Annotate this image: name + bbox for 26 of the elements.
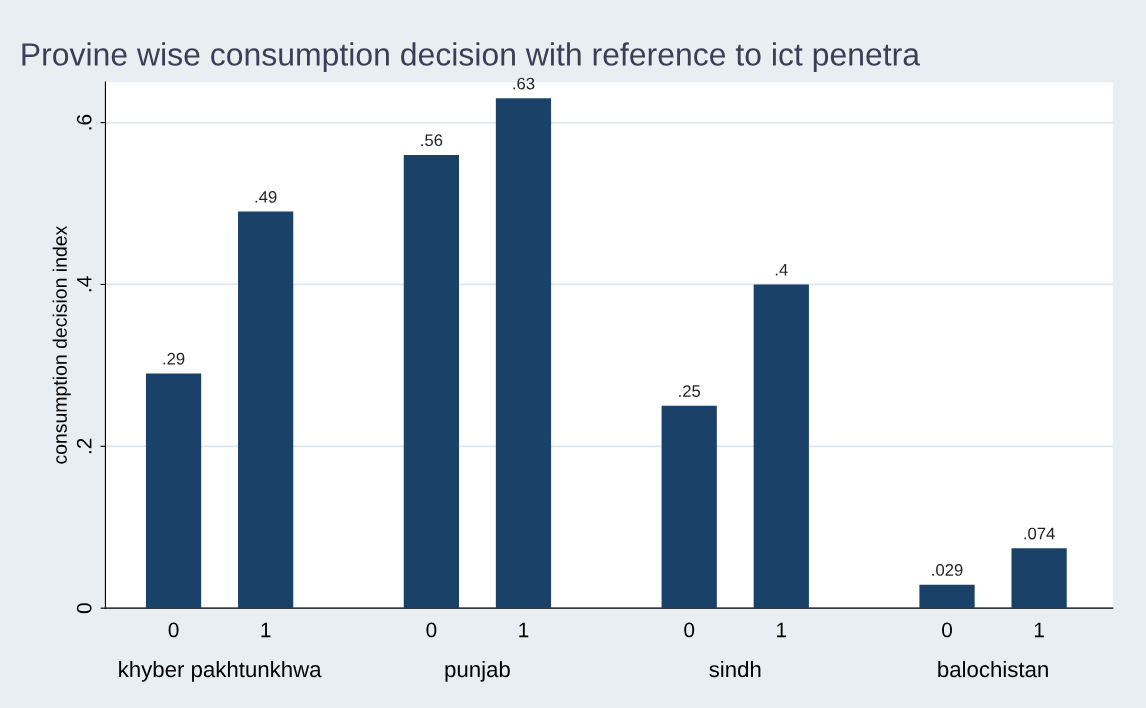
data-label: .25 — [679, 385, 701, 397]
text: balochistan — [938, 660, 1048, 678]
x-tick-label: 0 — [426, 622, 437, 638]
x-tick-label: 0 — [684, 622, 695, 638]
x-tick-label: 0 — [942, 622, 952, 638]
y-tick-label: .4 — [77, 276, 92, 292]
y-axis-title: consumption decision index — [52, 225, 71, 464]
x-tick-label: 0 — [168, 622, 179, 638]
x-tick-label: 1 — [1034, 622, 1044, 638]
data-label: .074 — [1024, 527, 1055, 540]
chart-title: Provine wise consumption decision with reference to ict penetra — [22, 42, 921, 73]
x-tick-label: 1 — [261, 622, 271, 638]
text: sindh — [709, 660, 761, 678]
data-label: .29 — [163, 352, 185, 365]
x-tick-label: 1 — [777, 622, 787, 638]
data-label: .56 — [421, 134, 443, 147]
text: punjab — [445, 660, 510, 682]
y-tick-label: .2 — [76, 438, 92, 454]
data-label: .63 — [513, 77, 535, 90]
y-tick-label: 0 — [76, 603, 92, 614]
data-label: .49 — [255, 190, 277, 203]
data-label: .029 — [932, 564, 963, 576]
data-label: .4 — [775, 263, 788, 276]
y-tick-label: .6 — [76, 114, 92, 130]
text: khyber pakhtunkhwa — [119, 660, 322, 682]
x-tick-label: 1 — [519, 622, 529, 638]
